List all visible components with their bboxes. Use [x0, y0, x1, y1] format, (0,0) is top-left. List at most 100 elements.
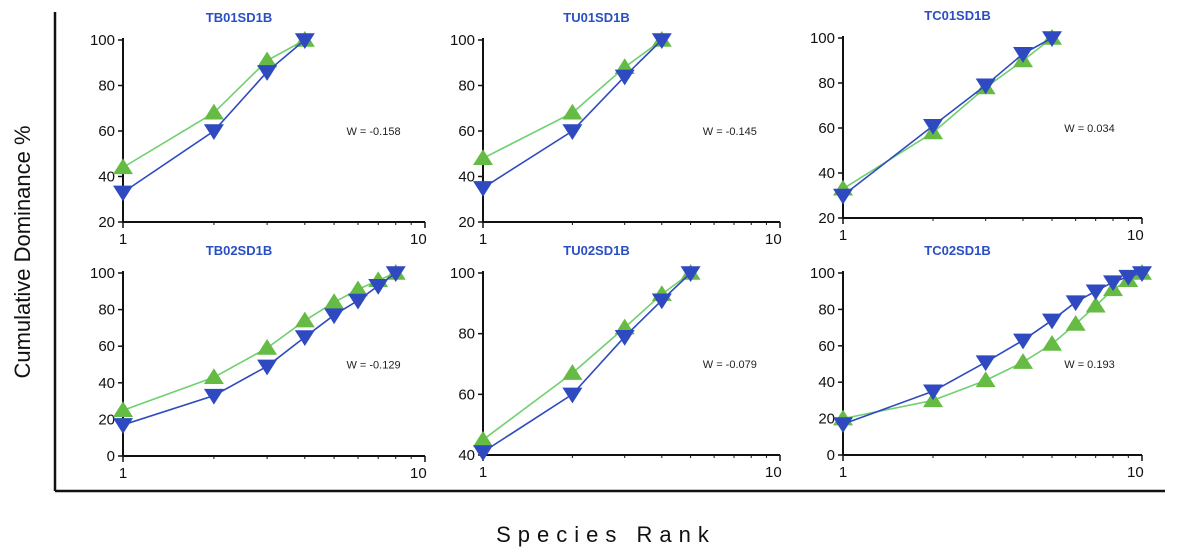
triangle-down-marker	[614, 329, 635, 346]
x-tick-label: 1	[119, 231, 127, 248]
triangle-down-marker	[680, 266, 701, 282]
triangle-down-marker	[473, 445, 493, 461]
y-tick-label: 60	[98, 338, 115, 355]
y-tick-label: 60	[818, 120, 835, 137]
triangle-up-marker	[473, 430, 493, 447]
w-statistic: W = -0.079	[703, 359, 757, 371]
triangle-down-marker	[975, 78, 996, 95]
triangle-down-marker	[562, 387, 583, 404]
triangle-up-marker	[348, 280, 369, 297]
triangle-up-marker	[203, 368, 224, 385]
y-tick-label: 20	[98, 411, 115, 428]
triangle-down-marker	[614, 69, 635, 86]
series-line-blue	[122, 39, 306, 194]
w-statistic: W = 0.034	[1064, 123, 1114, 135]
y-tick-label: 60	[818, 338, 835, 355]
y-tick-label: 100	[450, 32, 475, 49]
y-tick-label: 40	[458, 447, 475, 464]
triangle-up-marker	[113, 401, 133, 417]
triangle-up-marker	[294, 311, 315, 328]
panel-title: TC01SD1B	[924, 8, 990, 23]
triangle-down-marker	[833, 417, 853, 434]
y-tick-label: 80	[98, 302, 115, 319]
triangle-down-marker	[368, 279, 389, 295]
triangle-down-marker	[324, 308, 345, 325]
y-tick-label: 100	[810, 30, 835, 47]
triangle-up-marker	[203, 103, 224, 120]
triangle-down-marker	[923, 384, 944, 401]
y-tick-label: 80	[98, 78, 115, 95]
w-statistic: W = -0.145	[703, 126, 757, 138]
y-tick-label: 0	[827, 447, 835, 464]
triangle-down-marker	[1103, 275, 1124, 292]
w-statistic: W = 0.193	[1064, 359, 1114, 371]
panel-tc01sd1b: 20 40 60 80 100 1 10 TC01SD1B W = 0.034	[810, 8, 1144, 244]
y-tick-label: 80	[458, 326, 475, 343]
triangle-down-marker	[257, 359, 278, 376]
triangle-up-marker	[257, 339, 278, 355]
panel-tu02sd1b: 40 60 80 100 1 10 TU02SD1B W = -0.079	[450, 243, 782, 481]
triangle-down-marker	[975, 355, 996, 372]
y-tick-label: 40	[458, 169, 475, 186]
panel-tu01sd1b: 20 40 60 80 100 1 10 TU01SD1B W = -0.145	[450, 10, 782, 248]
triangle-down-marker	[385, 266, 406, 282]
y-tick-label: 20	[818, 210, 835, 227]
triangle-up-marker	[975, 371, 996, 388]
triangle-up-marker	[1013, 353, 1034, 369]
triangle-down-marker	[1041, 31, 1062, 47]
triangle-down-marker	[113, 185, 133, 202]
x-tick-label: 10	[410, 465, 427, 482]
triangle-down-marker	[1013, 47, 1034, 63]
triangle-up-marker	[473, 149, 493, 166]
triangle-up-marker	[1085, 296, 1106, 313]
y-tick-label: 20	[818, 411, 835, 428]
y-tick-label: 40	[98, 169, 115, 186]
series-line-green	[122, 39, 306, 169]
series-line-blue	[482, 39, 663, 189]
panel-title: TB01SD1B	[206, 10, 272, 25]
x-tick-label: 10	[410, 231, 427, 248]
y-tick-label: 80	[818, 75, 835, 92]
triangle-down-marker	[1013, 333, 1034, 350]
y-tick-label: 60	[458, 386, 475, 403]
triangle-down-marker	[203, 388, 224, 405]
triangle-down-marker	[294, 33, 315, 49]
x-tick-label: 1	[479, 231, 487, 248]
y-tick-label: 100	[90, 32, 115, 49]
panel-title: TU02SD1B	[563, 243, 629, 258]
triangle-up-marker	[1041, 334, 1062, 351]
triangle-down-marker	[1065, 295, 1086, 312]
triangle-down-marker	[651, 33, 672, 49]
triangle-down-marker	[294, 330, 315, 347]
triangle-up-marker	[1065, 314, 1086, 331]
series-line-blue	[842, 272, 1143, 425]
triangle-down-marker	[1132, 266, 1152, 282]
x-tick-label: 1	[479, 464, 487, 481]
x-tick-label: 1	[119, 465, 127, 482]
panel-title: TB02SD1B	[206, 243, 272, 258]
triangle-up-marker	[324, 293, 345, 310]
triangle-up-marker	[562, 364, 583, 380]
y-tick-label: 20	[98, 214, 115, 231]
triangle-down-marker	[1118, 269, 1139, 286]
triangle-down-marker	[833, 188, 853, 205]
triangle-down-marker	[473, 181, 493, 197]
triangle-down-marker	[1085, 284, 1106, 301]
x-tick-label: 10	[765, 464, 782, 481]
x-tick-label: 10	[1127, 464, 1144, 481]
triangle-down-marker	[923, 119, 944, 135]
y-axis-label: Cumulative Dominance %	[10, 125, 35, 378]
x-tick-label: 10	[1127, 227, 1144, 244]
triangle-down-marker	[1041, 313, 1062, 330]
w-statistic: W = -0.129	[346, 360, 400, 372]
y-tick-label: 40	[818, 165, 835, 182]
panel-title: TU01SD1B	[563, 10, 629, 25]
triangle-up-marker	[113, 158, 133, 175]
y-tick-label: 80	[818, 301, 835, 318]
panel-tb02sd1b: 0 20 40 60 80 100 1 10 TB02SD1B W = -0.129	[90, 243, 427, 482]
triangle-down-marker	[562, 124, 583, 140]
triangle-up-marker	[257, 51, 278, 68]
